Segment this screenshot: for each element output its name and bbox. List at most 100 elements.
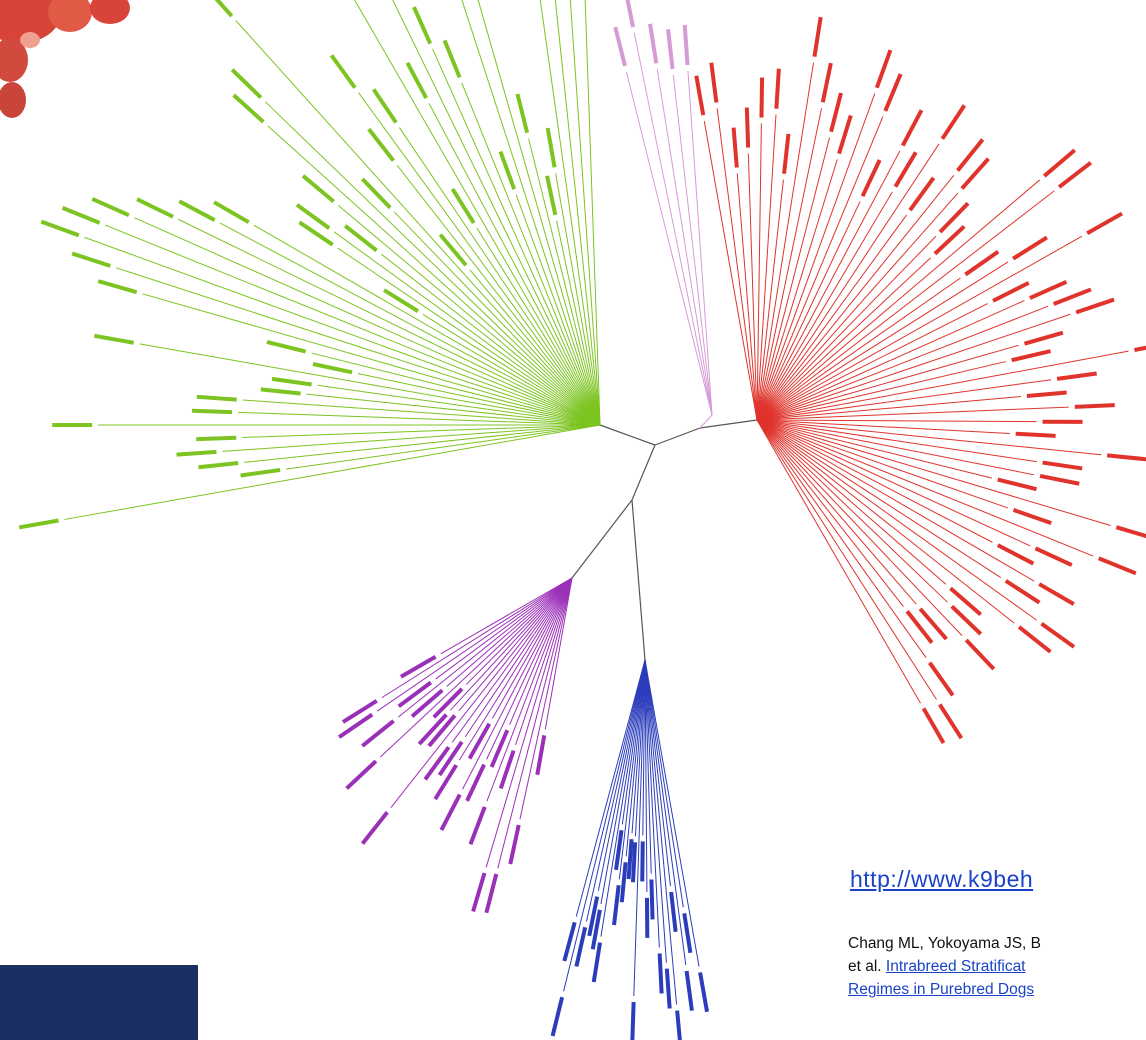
branch [435, 765, 456, 799]
branch [940, 705, 962, 739]
branch [622, 660, 645, 824]
branch [19, 520, 58, 527]
branch [1076, 300, 1114, 313]
branch [313, 364, 352, 372]
branch [757, 420, 903, 607]
branch [267, 342, 306, 352]
branch [384, 290, 418, 311]
branch [465, 578, 572, 737]
branch [625, 0, 633, 27]
branch [1027, 392, 1067, 396]
branch [137, 199, 173, 217]
branch [232, 70, 261, 98]
branch [407, 63, 426, 98]
branch [685, 25, 688, 65]
citation-line: et al. Intrabreed Stratificat [848, 955, 1041, 978]
branch [757, 420, 1037, 422]
branch [94, 336, 133, 343]
branch [362, 179, 390, 208]
branch [105, 225, 600, 425]
branch [924, 708, 944, 743]
branch [823, 63, 831, 102]
branch [1043, 463, 1083, 469]
branch [1087, 214, 1122, 234]
branch [196, 438, 236, 439]
citation: Chang ML, Yokoyama JS, B et al. Intrabre… [848, 932, 1041, 1001]
branch [547, 176, 555, 215]
branch [966, 640, 994, 669]
branch [930, 663, 953, 696]
branch [632, 445, 655, 500]
branch [626, 72, 712, 415]
branch [784, 134, 788, 174]
branch [459, 578, 572, 760]
branch [814, 17, 820, 57]
branch [776, 69, 778, 109]
branch [334, 232, 600, 425]
branch [1116, 527, 1146, 538]
branch [197, 397, 237, 400]
citation-title[interactable]: Regimes in Purebred Dogs [848, 981, 1034, 998]
branch [440, 235, 466, 266]
branch [622, 862, 626, 902]
branch [737, 173, 757, 420]
branch [1016, 434, 1056, 436]
branch [1013, 510, 1051, 523]
branch [600, 425, 655, 445]
branch [615, 27, 625, 66]
branch [198, 463, 238, 467]
citation-line: Regimes in Purebred Dogs [848, 978, 1041, 1001]
branch [747, 108, 748, 148]
branch [339, 715, 372, 738]
branch [358, 93, 600, 425]
branch [942, 105, 964, 138]
branch [441, 795, 459, 831]
branch [238, 412, 600, 425]
branch [1024, 333, 1062, 344]
branch [660, 953, 662, 993]
branch [877, 50, 891, 88]
branch [1107, 455, 1146, 459]
branch [757, 138, 830, 420]
branch [757, 420, 936, 699]
branch [72, 253, 110, 265]
branch [1134, 343, 1146, 350]
branch [303, 176, 334, 202]
branch [450, 578, 572, 710]
slide: {"link": {"text": "http://www.k9beh"}, "… [0, 0, 1146, 1040]
branch [1013, 237, 1047, 258]
branch [667, 969, 670, 1009]
branch [684, 913, 690, 953]
branch [629, 839, 632, 879]
branch [92, 199, 129, 215]
branch [41, 222, 79, 236]
branch [761, 78, 762, 118]
branch [564, 922, 574, 961]
branch [1057, 373, 1097, 378]
branch [688, 71, 712, 415]
branch [998, 480, 1037, 490]
branch [64, 425, 600, 519]
branch [1035, 548, 1071, 565]
branch [1040, 476, 1079, 484]
branch [1054, 289, 1091, 304]
branch [632, 500, 645, 660]
branch [492, 730, 508, 767]
reference-link[interactable]: http://www.k9beh [850, 866, 1033, 893]
branch [453, 189, 474, 223]
branch [214, 202, 249, 222]
branch [677, 1011, 681, 1040]
branch [696, 76, 703, 115]
branch [261, 389, 301, 393]
branch [687, 971, 692, 1011]
branch [839, 115, 851, 153]
branch [254, 225, 600, 425]
citation-title[interactable]: Intrabreed Stratificat [886, 958, 1026, 975]
branch [467, 765, 484, 801]
branch [1099, 558, 1136, 573]
branch [268, 126, 600, 425]
branch [903, 110, 922, 145]
branch [222, 425, 600, 451]
branch [1006, 581, 1040, 603]
branch [272, 379, 312, 385]
